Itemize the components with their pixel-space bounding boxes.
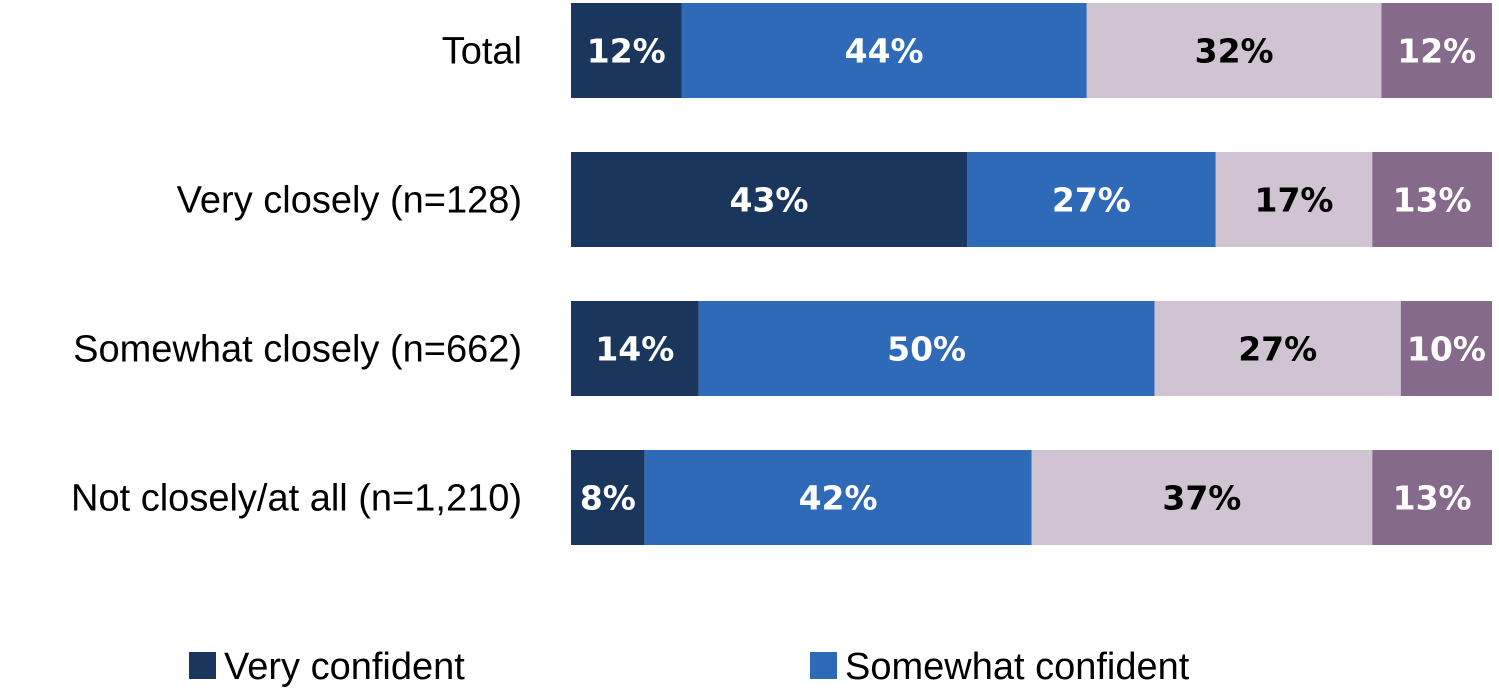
data-label: 12% xyxy=(587,32,666,71)
bar-segment xyxy=(1400,301,1492,396)
bar-segment xyxy=(1031,450,1373,545)
data-label: 8% xyxy=(580,479,636,518)
data-label: 44% xyxy=(845,32,924,71)
bar-segment xyxy=(1215,152,1373,247)
category-label: Very closely (n=128) xyxy=(177,180,522,222)
data-label: 27% xyxy=(1238,330,1317,369)
data-label: 50% xyxy=(887,330,966,369)
data-label: 12% xyxy=(1397,32,1476,71)
bar-segment xyxy=(1381,3,1492,98)
legend-label: Somewhat confident xyxy=(845,646,1190,688)
data-label: 14% xyxy=(595,330,674,369)
data-label: 27% xyxy=(1052,181,1131,220)
bar-segment xyxy=(1372,152,1492,247)
bar-segment xyxy=(571,301,699,396)
bar-segment xyxy=(571,450,645,545)
bar-segment xyxy=(698,301,1155,396)
bar-segment xyxy=(967,152,1216,247)
bar-segment xyxy=(571,152,968,247)
bar-segment xyxy=(681,3,1087,98)
bar-segment xyxy=(1154,301,1401,396)
data-label: 32% xyxy=(1195,32,1274,71)
legend-label: Very confident xyxy=(224,646,465,688)
legend-swatch xyxy=(189,652,216,679)
data-label: 43% xyxy=(730,181,809,220)
category-label: Not closely/at all (n=1,210) xyxy=(71,478,522,520)
bar-segment xyxy=(1372,450,1492,545)
bar-segment xyxy=(1086,3,1382,98)
data-label: 13% xyxy=(1393,479,1472,518)
data-label: 17% xyxy=(1254,181,1333,220)
data-label: 37% xyxy=(1162,479,1241,518)
data-label: 13% xyxy=(1393,181,1472,220)
category-label: Somewhat closely (n=662) xyxy=(73,329,522,371)
category-label: Total xyxy=(442,31,522,73)
legend-swatch xyxy=(810,652,837,679)
bar-segment xyxy=(571,3,682,98)
data-label: 10% xyxy=(1407,330,1486,369)
bar-segment xyxy=(644,450,1032,545)
data-label: 42% xyxy=(799,479,878,518)
